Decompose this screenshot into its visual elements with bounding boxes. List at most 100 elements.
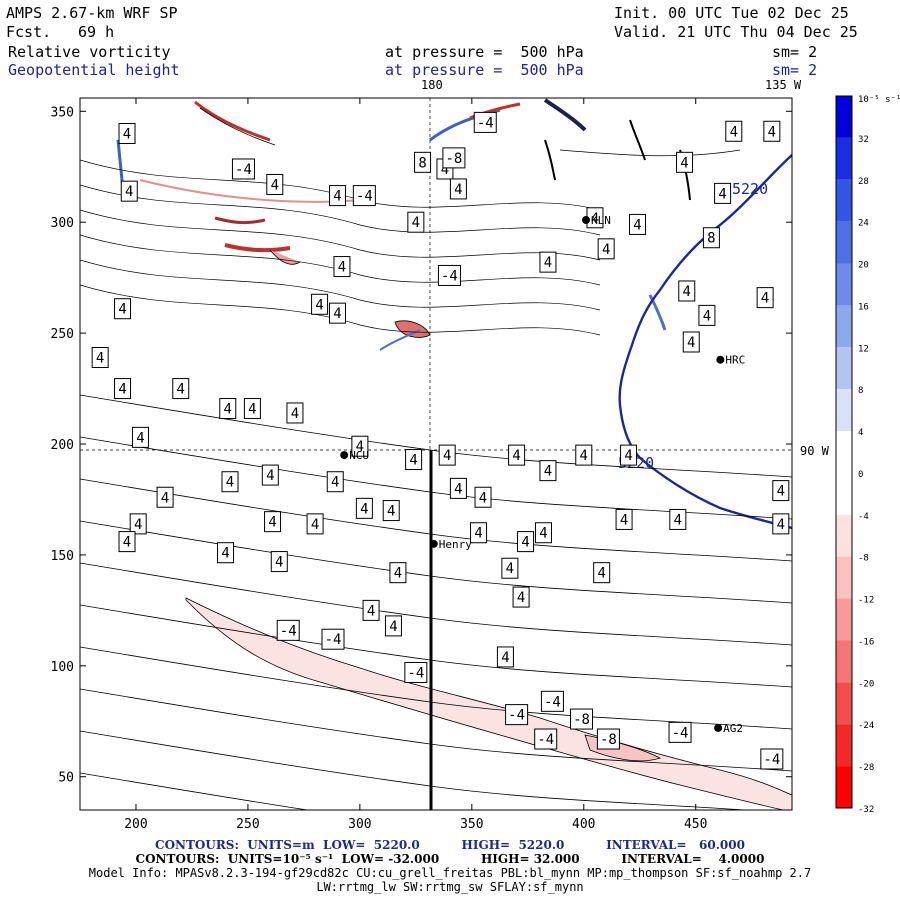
contour-label-text: 4 [136,430,144,446]
contour-label-box [668,721,692,743]
contour-label-text: 4 [539,526,547,542]
contour-label: 4 [496,646,514,668]
contour-label-text: 4 [454,481,462,497]
contour-label-box [756,287,774,309]
contour-label-box [276,619,300,641]
contour-label-text: 4 [248,402,256,418]
contour-label: 4 [593,562,611,584]
colorbar-swatch [836,179,852,222]
contour-label-box [473,111,497,133]
contour-label: 4 [384,615,402,637]
station-marker: AG2 [714,722,743,735]
contour-label-box [470,522,488,544]
contour-label: 4 [772,513,790,535]
station-marker: Henry [429,538,472,551]
label-90w: 90 W [800,444,830,458]
contour-label: 4 [449,477,467,499]
contour-labels: 44-444 -448 -84-44 4 44 4448444444-4444444444… [91,111,790,770]
contour-label: -8 [442,147,466,169]
contour-label-text: -4 [508,708,525,724]
colorbar-frame [835,95,853,809]
colorbar-swatch [836,556,852,599]
colorbar-swatch [836,221,852,264]
map-layer: 5220 5220 44-444-448-84-444444448444444-… [80,98,792,810]
contour-label: -4 [534,728,558,750]
contour-label-box [570,708,594,730]
contour-label-box [629,213,647,235]
contour-label-box [264,511,282,533]
contour-label: 4 [620,444,638,466]
contour-label-box [669,508,687,530]
field1-pressure: at pressure = 500 hPa [385,43,584,61]
contour-line [80,604,792,688]
vorticity-streak [199,107,276,146]
contour-label: 4 [326,471,344,493]
contour-line [80,478,792,562]
contour-label-box [129,513,147,535]
contour-label-text: 4 [224,402,232,418]
contour-label-box [172,378,190,400]
vorticity-streak [224,243,291,253]
contour-label: 4 [264,511,282,533]
contour-label: 4 [449,178,467,200]
contour-label: 4 [629,213,647,235]
contour-label-text: 4 [123,126,131,142]
vorticity-chart: 5220 5220 44-444-448-84-444444448444444-… [51,78,900,832]
y-tick-label: 200 [51,438,74,453]
contour-label: 4 [129,513,147,535]
contour-label-box [120,180,138,202]
contour-label-box [512,586,530,608]
contour-label-box [449,477,467,499]
contour-label: 4 [438,444,456,466]
contour-label-text: -8 [573,712,590,728]
contour-label: -4 [352,185,376,207]
contour-label: 4 [405,449,423,471]
stations: KLN HRC NCU Henry AG2 [340,214,745,735]
forecast-hour: 69 h [78,23,115,41]
station-dot [582,215,591,224]
contour-label-box [286,402,304,424]
contour-label: 4 [351,435,369,457]
contour-label-box [702,227,720,249]
contour-label-text: 4 [96,351,104,367]
contour-label: 4 [221,471,239,493]
contour-label-text: 4 [360,501,368,517]
contour-label: 4 [470,522,488,544]
colorbar-swatch [836,431,852,473]
colorbar-tick-label: -28 [858,763,874,773]
contour-label-text: -4 [672,725,689,741]
contour-label: 4 [474,486,492,508]
colorbar-swatch [836,96,852,138]
contour-label: 4 [501,557,519,579]
contour-label-box [382,500,400,522]
colorbar-swatch [836,724,852,767]
contour-label-text: 4 [389,619,397,635]
contour-label-box [311,293,329,315]
plot-frame [79,97,793,811]
contour-label-box [118,531,136,553]
contour-label-box [384,615,402,637]
contour-label-box [217,542,235,564]
contour-label-box [678,280,696,302]
contour-label-box [597,238,615,260]
contour-label-text: 4 [633,217,641,233]
colorbar-swatch [836,305,852,348]
label-135w: 135 W [765,78,802,92]
model-title: AMPS 2.67-km WRF SP [6,4,178,22]
contour-label: 4 [512,586,530,608]
contour-label-box [540,690,564,712]
contour-label-box [772,513,790,535]
contour-label: -4 [473,111,497,133]
station-label: AG2 [723,722,743,735]
contour-label-text: 4 [517,590,525,606]
contour-label-text: 4 [161,490,169,506]
contour-label: 4 [328,302,346,324]
contour-label-box [615,508,633,530]
field2-pressure: at pressure = 500 hPa [385,61,584,79]
contour-label-text: 4 [367,603,375,619]
contour-label-text: 4 [680,155,688,171]
contour-label-box [131,426,149,448]
vorticity-streak [379,329,421,351]
contour-label-box [219,398,237,420]
colorbar-tick-label: 0 [858,470,863,480]
